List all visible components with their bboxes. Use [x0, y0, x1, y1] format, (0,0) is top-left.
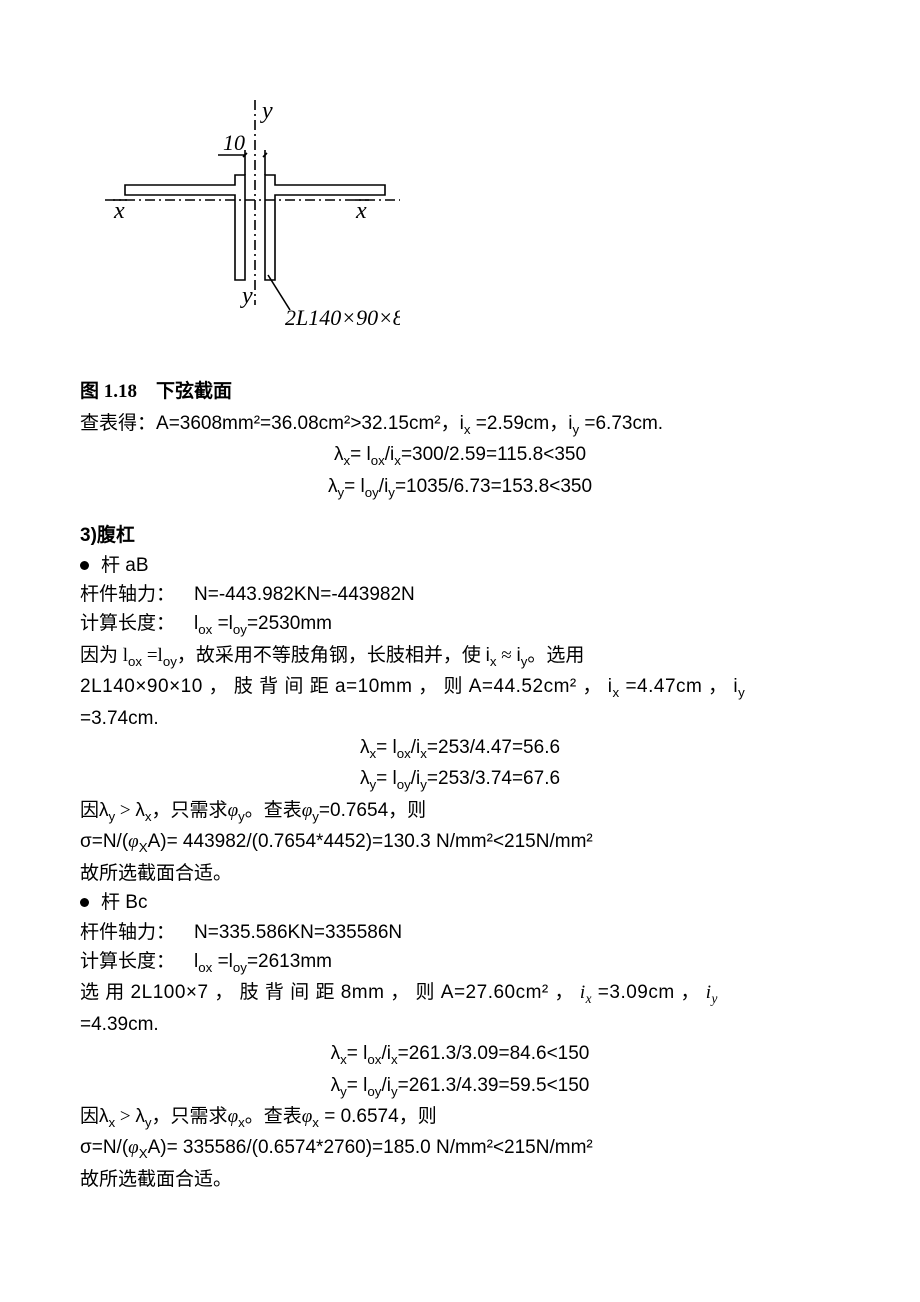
Bc-sel-b: =3.09cm ，: [592, 982, 706, 1003]
aB-bec-a: 因为 l: [80, 645, 128, 666]
bullet-aB: 杆 aB: [80, 551, 840, 580]
aB-line3: =3.74cm.: [80, 704, 840, 733]
Bc-sigma-b: A)= 335586/(0.6574*2760)=185.0 N/mm²<215…: [148, 1137, 593, 1158]
Bc-select: 选 用 2L100×7 ， 肢 背 间 距 8mm ， 则 A=27.60cm²…: [80, 978, 840, 1009]
aB-force: 杆件轴力： N=-443.982KN=-443982N: [80, 580, 840, 609]
aB-line2: 2L140×90×10 ， 肢 背 间 距 a=10mm ， 则 A=44.52…: [80, 672, 840, 703]
bullet-icon: [80, 561, 89, 570]
aB-eq-lambda-x: λx= lox/ix=253/4.47=56.6: [80, 733, 840, 764]
Bc-eq-lambda-x: λx= lox/ix=261.3/3.09=84.6<150: [80, 1039, 840, 1070]
Bc-sigma: σ=N/(φXA)= 335586/(0.6574*2760)=185.0 N/…: [80, 1133, 840, 1164]
Bc-force-val: N=335.586KN=335586N: [194, 922, 402, 943]
bullet-Bc: 杆 Bc: [80, 888, 840, 917]
aB-iy: iy: [516, 645, 527, 666]
aB-l2a: 2L140×90×10 ， 肢 背 间 距 a=10mm ， 则 A=44.52…: [80, 676, 608, 697]
x-right-label: x: [355, 198, 367, 224]
aB-bec-c: ，故采用不等肢角钢，长肢相并，使: [177, 645, 486, 666]
ix-sym: ix: [460, 413, 471, 434]
aB-cond-d: 。查表: [245, 800, 302, 821]
section-3-num: 3): [80, 525, 97, 546]
aB-ok: 故所选截面合适。: [80, 859, 840, 888]
aB-approx: ≈: [497, 645, 517, 666]
aB-because: 因为 lox =loy，故采用不等肢角钢，长肢相并，使 ix ≈ iy。选用: [80, 641, 840, 672]
Bc-cond-b: >: [115, 1106, 135, 1127]
aB-cond-c: ，只需求: [152, 800, 228, 821]
Bc-eq-lambda-y: λy= loy/iy=261.3/4.39=59.5<150: [80, 1071, 840, 1102]
figure-title: 下弦截面: [156, 381, 232, 402]
aB-force-val: N=-443.982KN=-443982N: [194, 584, 415, 605]
Bc-cond-c: ，只需求: [152, 1106, 228, 1127]
cross-section-svg: 10 y y x x 2L140×90×8: [100, 100, 400, 360]
y-top-label: y: [260, 100, 273, 124]
aB-name: 杆 aB: [101, 551, 149, 580]
aB-cond-b: >: [115, 800, 135, 821]
chord-eq-lambda-x: λx= lox/ix=300/2.59=115.8<350: [80, 440, 840, 471]
Bc-length: 计算长度： lox =loy=2613mm: [80, 947, 840, 978]
dim-10-text: 10: [223, 130, 245, 155]
aB-len-expr: lox =loy=2530mm: [194, 613, 332, 634]
aB-sigma-a: =N/(: [92, 831, 128, 852]
aB-l2b: =4.47cm ，: [620, 676, 734, 697]
Bc-cond-e: = 0.6574，则: [319, 1106, 437, 1127]
aB-force-label: 杆件轴力：: [80, 584, 175, 605]
section-3-heading: 3)腹杠: [80, 521, 840, 550]
Bc-select-2: =4.39cm.: [80, 1010, 840, 1039]
aB-eq-lambda-y: λy= loy/iy=253/3.74=67.6: [80, 764, 840, 795]
iy-sym: iy: [568, 413, 579, 434]
area-expr: A=3608mm²=36.08cm²>32.15cm²，: [156, 413, 460, 434]
Bc-force: 杆件轴力： N=335.586KN=335586N: [80, 918, 840, 947]
Bc-force-label: 杆件轴力：: [80, 922, 175, 943]
document-page: 10 y y x x 2L140×90×8 图 1.18 下弦截面 查表得：A=…: [0, 0, 920, 1274]
bullet-icon: [80, 898, 89, 907]
Bc-cond-a: 因: [80, 1106, 99, 1127]
figure-number: 图 1.18: [80, 381, 137, 402]
Bc-condition: 因λx > λy，只需求φx。查表φx = 0.6574，则: [80, 1102, 840, 1133]
figure-1-18: 10 y y x x 2L140×90×8: [100, 100, 840, 369]
aB-len-label: 计算长度：: [80, 613, 175, 634]
chord-eq-lambda-y: λy= loy/iy=1035/6.73=153.8<350: [80, 472, 840, 503]
aB-cond-e: =0.7654，则: [319, 800, 426, 821]
Bc-cond-d: 。查表: [245, 1106, 302, 1127]
lookup-prefix: 查表得：: [80, 413, 156, 434]
aB-bec-b: =l: [142, 645, 163, 666]
iy-val: =6.73cm.: [579, 413, 663, 434]
section-3-title: 腹杠: [97, 525, 135, 546]
figure-caption: 图 1.18 下弦截面: [80, 377, 840, 406]
ix-val: =2.59cm，: [471, 413, 569, 434]
Bc-name: 杆 Bc: [101, 888, 147, 917]
aB-length: 计算长度： lox =loy=2530mm: [80, 609, 840, 640]
Bc-len-label: 计算长度：: [80, 951, 175, 972]
x-left-label: x: [113, 198, 125, 224]
aB-sigma-b: A)= 443982/(0.7654*4452)=130.3 N/mm²<215…: [148, 831, 593, 852]
aB-condition: 因λy > λx，只需求φy。查表φy=0.7654，则: [80, 796, 840, 827]
Bc-len-expr: lox =loy=2613mm: [194, 951, 332, 972]
y-bot-label: y: [240, 283, 253, 309]
aB-tail: 。选用: [527, 645, 584, 666]
spacer: [80, 503, 840, 521]
angle-size-label: 2L140×90×8: [285, 305, 400, 330]
Bc-ok: 故所选截面合适。: [80, 1165, 840, 1194]
aB-ix: ix: [486, 645, 497, 666]
Bc-sigma-a: =N/(: [92, 1137, 128, 1158]
lookup-line: 查表得：A=3608mm²=36.08cm²>32.15cm²，ix =2.59…: [80, 409, 840, 440]
aB-sigma: σ=N/(φXA)= 443982/(0.7654*4452)=130.3 N/…: [80, 827, 840, 858]
Bc-sel-a: 选 用 2L100×7 ， 肢 背 间 距 8mm ， 则 A=27.60cm²…: [80, 982, 580, 1003]
aB-cond-a: 因: [80, 800, 99, 821]
